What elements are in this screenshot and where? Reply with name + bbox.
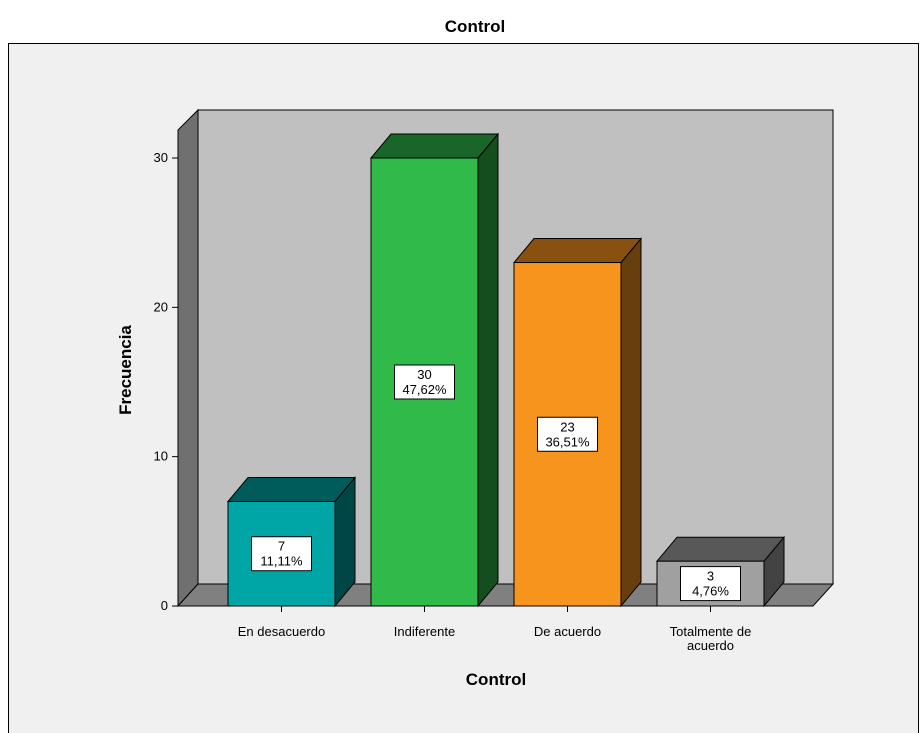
data-label-box bbox=[394, 364, 455, 400]
y-tick-label: 10 bbox=[154, 449, 168, 464]
bar-top bbox=[512, 238, 643, 264]
data-label-percent: 36,51% bbox=[545, 434, 590, 449]
left-wall bbox=[177, 108, 199, 608]
y-tick-label: 30 bbox=[154, 150, 168, 165]
y-axis-title: Frecuencia bbox=[116, 325, 135, 415]
bar-top bbox=[655, 536, 786, 562]
bar-top bbox=[226, 476, 357, 502]
data-label-count: 30 bbox=[417, 367, 431, 382]
bar-top bbox=[369, 133, 500, 159]
y-tick-label: 0 bbox=[161, 598, 168, 613]
x-tick-label: acuerdo bbox=[687, 638, 734, 653]
bar-side bbox=[620, 237, 642, 608]
x-tick-labels: En desacuerdo Indiferente De acuerdo Totalm… bbox=[238, 606, 752, 653]
data-label-percent: 47,62% bbox=[402, 382, 447, 397]
data-label-box bbox=[251, 536, 312, 572]
x-tick-label: Totalmente de bbox=[670, 624, 752, 639]
data-label-count: 23 bbox=[560, 419, 574, 434]
data-label-count: 3 bbox=[707, 569, 714, 584]
y-ticks: 0 10 20 30 bbox=[154, 150, 178, 613]
data-label-count: 7 bbox=[278, 539, 285, 554]
bar-group: 34,76% bbox=[655, 535, 786, 608]
x-tick-label: Indiferente bbox=[394, 624, 455, 639]
data-label-box bbox=[680, 566, 741, 602]
x-tick-label: De acuerdo bbox=[534, 624, 601, 639]
chart-title: Control bbox=[445, 17, 505, 36]
y-tick-label: 20 bbox=[154, 299, 168, 314]
x-axis-title: Control bbox=[466, 670, 526, 689]
data-label-box bbox=[537, 416, 598, 452]
data-label-percent: 4,76% bbox=[692, 584, 729, 599]
bar-side bbox=[477, 132, 499, 608]
x-tick-label: En desacuerdo bbox=[238, 624, 325, 639]
bar-group: 711,11% bbox=[226, 476, 357, 608]
data-label-percent: 11,11% bbox=[260, 554, 303, 569]
